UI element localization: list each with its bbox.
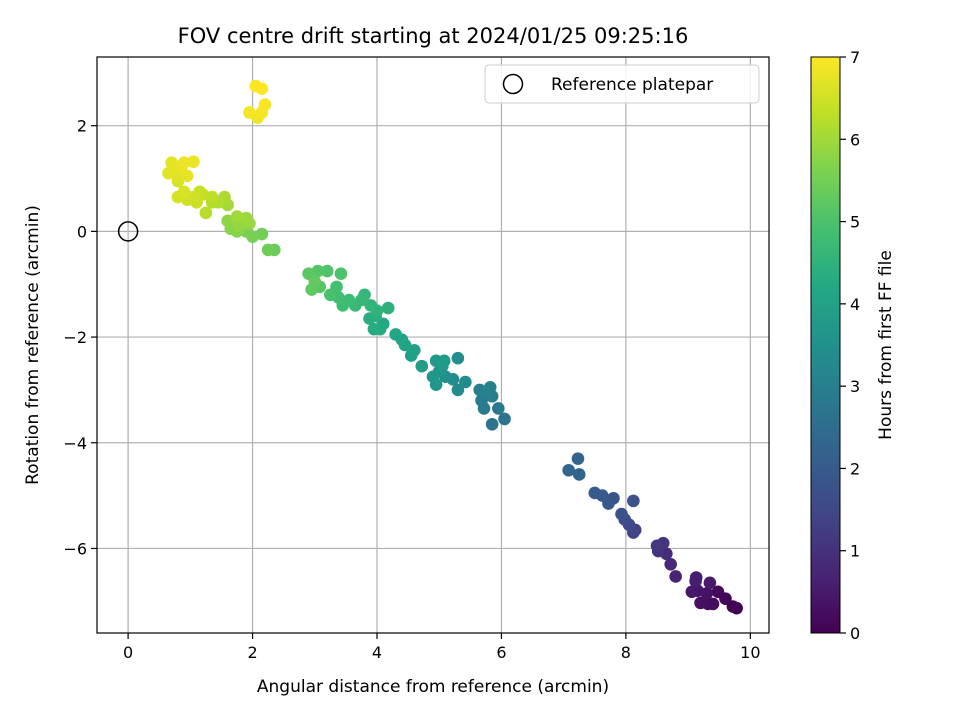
scatter-point bbox=[232, 219, 246, 233]
colorbar-tick-label: 2 bbox=[850, 459, 860, 478]
scatter-point bbox=[664, 558, 677, 571]
scatter-point bbox=[451, 351, 465, 365]
scatter-point bbox=[177, 156, 191, 169]
legend-box bbox=[484, 64, 760, 104]
x-tick-label: 6 bbox=[496, 643, 506, 662]
colorbar-label: Hours from first FF file bbox=[876, 250, 896, 440]
reference-marker bbox=[117, 221, 139, 242]
scatter-point bbox=[562, 463, 575, 477]
scatter-point bbox=[615, 507, 628, 521]
y-tick-label: −6 bbox=[63, 539, 87, 558]
colorbar-tick-label: 7 bbox=[850, 48, 860, 67]
plot-frame bbox=[96, 56, 770, 634]
scatter-point bbox=[685, 585, 699, 599]
scatter-point bbox=[258, 98, 272, 111]
colorbar-tick-label: 4 bbox=[850, 295, 860, 314]
scatter-point bbox=[165, 156, 178, 169]
scatter-point bbox=[180, 169, 194, 183]
scatter-point bbox=[415, 359, 429, 373]
scatter-point bbox=[162, 166, 175, 180]
scatter-point bbox=[367, 322, 381, 336]
x-axis-ticks: 0 2 4 6 8 10 bbox=[123, 633, 761, 662]
colorbar-tick-label: 3 bbox=[850, 377, 860, 396]
scatter-point bbox=[669, 570, 682, 583]
colorbar-tick-label: 1 bbox=[850, 542, 860, 561]
colorbar-tick-label: 6 bbox=[850, 130, 860, 149]
scatter-point bbox=[694, 596, 707, 610]
scatter-point bbox=[408, 343, 421, 357]
scatter-point bbox=[426, 370, 440, 384]
scatter-point bbox=[689, 574, 702, 588]
scatter-point bbox=[199, 206, 213, 220]
scatter-point bbox=[334, 267, 348, 280]
legend-marker-open-circle bbox=[502, 73, 524, 95]
scatter-point bbox=[711, 585, 725, 599]
x-tick-label: 10 bbox=[740, 643, 760, 662]
scatter-point bbox=[451, 383, 465, 397]
scatter-point bbox=[703, 576, 717, 590]
scatter-point bbox=[389, 328, 402, 341]
scatter-point bbox=[726, 600, 740, 613]
scatter-point bbox=[308, 275, 322, 288]
scatter-point bbox=[249, 79, 262, 93]
chart-title: FOV centre drift starting at 2024/01/25 … bbox=[178, 24, 689, 48]
scatter-point bbox=[571, 452, 585, 465]
scatter-point bbox=[437, 354, 451, 368]
x-tick-label: 0 bbox=[123, 643, 133, 662]
scatter-point bbox=[498, 412, 511, 426]
grid-lines bbox=[97, 57, 769, 633]
scatter-point bbox=[459, 375, 472, 389]
scatter-point bbox=[243, 106, 256, 119]
colorbar-ticks: 0 1 2 3 4 5 6 7 bbox=[840, 48, 860, 643]
legend-entry-label: Reference platepar bbox=[551, 75, 713, 95]
x-axis-label: Angular distance from reference (arcmin) bbox=[257, 677, 609, 697]
y-tick-label: −2 bbox=[63, 328, 87, 347]
y-tick-label: 0 bbox=[77, 222, 87, 241]
colorbar bbox=[810, 56, 841, 634]
y-axis-ticks: −6 −4 −2 0 2 bbox=[63, 117, 97, 558]
y-tick-label: −4 bbox=[63, 434, 87, 453]
scatter-point bbox=[261, 243, 275, 257]
scatter-points bbox=[162, 79, 743, 615]
scatter-point bbox=[381, 301, 395, 315]
scatter-point bbox=[324, 288, 337, 302]
colorbar-tick-label: 5 bbox=[850, 213, 860, 232]
x-tick-label: 4 bbox=[372, 643, 382, 662]
scatter-point bbox=[588, 486, 602, 500]
y-axis-label: Rotation from reference (arcmin) bbox=[23, 205, 43, 485]
scatter-point bbox=[364, 299, 378, 312]
scatter-point bbox=[479, 386, 493, 399]
scatter-point bbox=[627, 494, 640, 508]
reference-platepar-point bbox=[117, 221, 139, 242]
scatter-point bbox=[320, 264, 334, 278]
scatter-point bbox=[230, 210, 244, 223]
colorbar-tick-label: 0 bbox=[850, 624, 860, 643]
scatter-point bbox=[572, 468, 586, 481]
scatter-point bbox=[240, 211, 253, 225]
x-tick-label: 8 bbox=[621, 643, 631, 662]
y-tick-label: 2 bbox=[77, 117, 87, 136]
scatter-point bbox=[177, 185, 191, 199]
scatter-point bbox=[492, 402, 505, 415]
x-tick-label: 2 bbox=[247, 643, 257, 662]
scatter-point bbox=[650, 539, 664, 553]
scatter-point bbox=[485, 417, 499, 431]
legend: Reference platepar bbox=[484, 64, 760, 104]
scatter-point bbox=[187, 155, 200, 168]
